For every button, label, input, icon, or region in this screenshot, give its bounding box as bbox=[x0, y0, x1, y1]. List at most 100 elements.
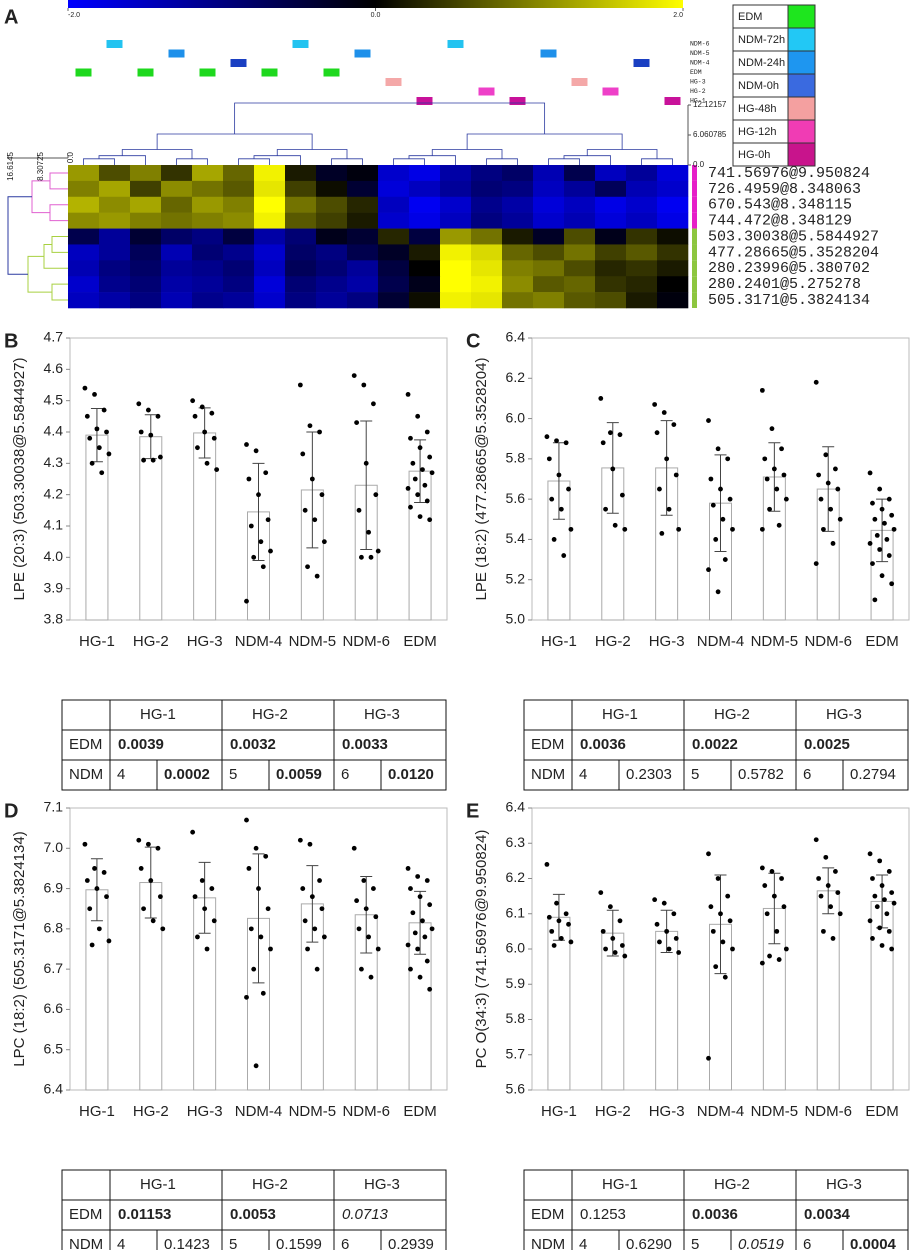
panel-letter: A bbox=[4, 6, 18, 28]
data-point bbox=[96, 926, 102, 932]
data-point bbox=[253, 1063, 259, 1069]
dendrogram-branch bbox=[234, 102, 546, 134]
color-tick-label: 0.0 bbox=[371, 12, 381, 19]
dendrogram-branch bbox=[156, 133, 313, 150]
heatmap-cell bbox=[409, 165, 441, 182]
data-point bbox=[148, 432, 154, 438]
data-point bbox=[725, 456, 731, 462]
data-point bbox=[251, 554, 257, 560]
data-point bbox=[258, 934, 264, 940]
heatmap-cell bbox=[657, 292, 689, 309]
panel-letter: C bbox=[466, 330, 480, 352]
heatmap-cell bbox=[440, 276, 472, 293]
x-tick-label: EDM bbox=[403, 633, 436, 650]
y-tick-label: 3.9 bbox=[44, 579, 64, 595]
data-point bbox=[424, 958, 430, 964]
data-point bbox=[821, 526, 826, 532]
data-point bbox=[610, 466, 616, 472]
track-cell bbox=[230, 59, 247, 67]
heatmap-cell bbox=[161, 212, 193, 229]
y-tick-label: 6.0 bbox=[506, 940, 526, 956]
data-point bbox=[371, 401, 376, 407]
data-point bbox=[101, 870, 107, 875]
data-point bbox=[309, 476, 315, 482]
heatmap-cell bbox=[285, 212, 317, 229]
dendrogram-branch bbox=[43, 243, 68, 269]
heatmap-cell bbox=[440, 292, 472, 309]
data-point bbox=[730, 526, 735, 532]
legend-swatch bbox=[787, 96, 816, 121]
data-point bbox=[558, 936, 564, 941]
data-point bbox=[260, 564, 266, 570]
data-point bbox=[554, 438, 559, 444]
data-point bbox=[417, 974, 423, 980]
heatmap-cell bbox=[657, 260, 689, 277]
heatmap-cell bbox=[564, 292, 596, 309]
heatmap-cell bbox=[347, 244, 379, 261]
table-row-label: EDM bbox=[531, 736, 564, 753]
error-bar bbox=[660, 420, 673, 516]
heatmap-cell bbox=[533, 228, 565, 245]
table-cell: 0.1423 bbox=[164, 1236, 210, 1250]
data-point bbox=[424, 878, 430, 883]
dendrogram-branch bbox=[466, 133, 623, 150]
data-point bbox=[351, 845, 357, 851]
data-point bbox=[300, 886, 306, 891]
table-group: 5 bbox=[229, 766, 237, 783]
data-point bbox=[150, 457, 156, 463]
data-point bbox=[89, 942, 95, 948]
bar bbox=[601, 932, 625, 1091]
data-point bbox=[94, 886, 100, 891]
legend-swatch bbox=[787, 142, 816, 167]
track-label: HG-2 bbox=[690, 88, 706, 95]
heatmap-cell bbox=[564, 196, 596, 213]
table-cell: 0.2303 bbox=[626, 766, 672, 783]
legend-label: HG-0h bbox=[738, 149, 770, 161]
data-point bbox=[302, 918, 308, 924]
data-point bbox=[415, 492, 421, 498]
data-point bbox=[673, 472, 679, 478]
data-point bbox=[867, 470, 873, 476]
data-point bbox=[619, 943, 625, 948]
data-point bbox=[872, 516, 878, 522]
data-point bbox=[759, 960, 765, 966]
heatmap-cell bbox=[564, 228, 596, 245]
heatmap-cell bbox=[192, 260, 224, 277]
data-point bbox=[420, 918, 425, 924]
data-point bbox=[136, 401, 142, 407]
dendrogram-branch bbox=[49, 172, 68, 190]
data-point bbox=[157, 894, 163, 900]
table-group: 5 bbox=[229, 1236, 237, 1250]
data-point bbox=[408, 504, 413, 510]
data-point bbox=[422, 934, 428, 940]
heatmap-cell bbox=[316, 260, 348, 277]
data-point bbox=[155, 413, 161, 419]
x-tick-label: NDM-4 bbox=[235, 1103, 283, 1120]
data-point bbox=[214, 467, 220, 472]
heatmap-cell bbox=[347, 260, 379, 277]
heatmap-cell bbox=[502, 244, 534, 261]
y-tick-label: 6.1 bbox=[506, 904, 526, 920]
error-bar bbox=[714, 454, 727, 553]
data-point bbox=[566, 921, 571, 927]
table-cell: 0.0022 bbox=[692, 736, 738, 753]
data-point bbox=[563, 440, 569, 446]
y-axis-label: LPC (18:2) (505.3171@5.3824134) bbox=[11, 831, 28, 1066]
heatmap-cell bbox=[378, 228, 410, 245]
data-point bbox=[366, 934, 372, 940]
track-cell bbox=[354, 49, 371, 58]
y-tick-label: 4.0 bbox=[44, 548, 64, 564]
data-point bbox=[659, 530, 665, 536]
data-point bbox=[427, 986, 433, 992]
bar bbox=[139, 436, 163, 621]
track-cell bbox=[540, 49, 557, 58]
track-cell bbox=[292, 40, 309, 48]
data-point bbox=[598, 890, 604, 895]
data-point bbox=[429, 926, 435, 932]
data-point bbox=[268, 548, 273, 554]
data-point bbox=[408, 435, 413, 441]
heatmap-cell bbox=[409, 212, 441, 229]
data-point bbox=[603, 506, 608, 512]
data-point bbox=[676, 950, 682, 955]
heatmap-cell bbox=[533, 292, 565, 309]
